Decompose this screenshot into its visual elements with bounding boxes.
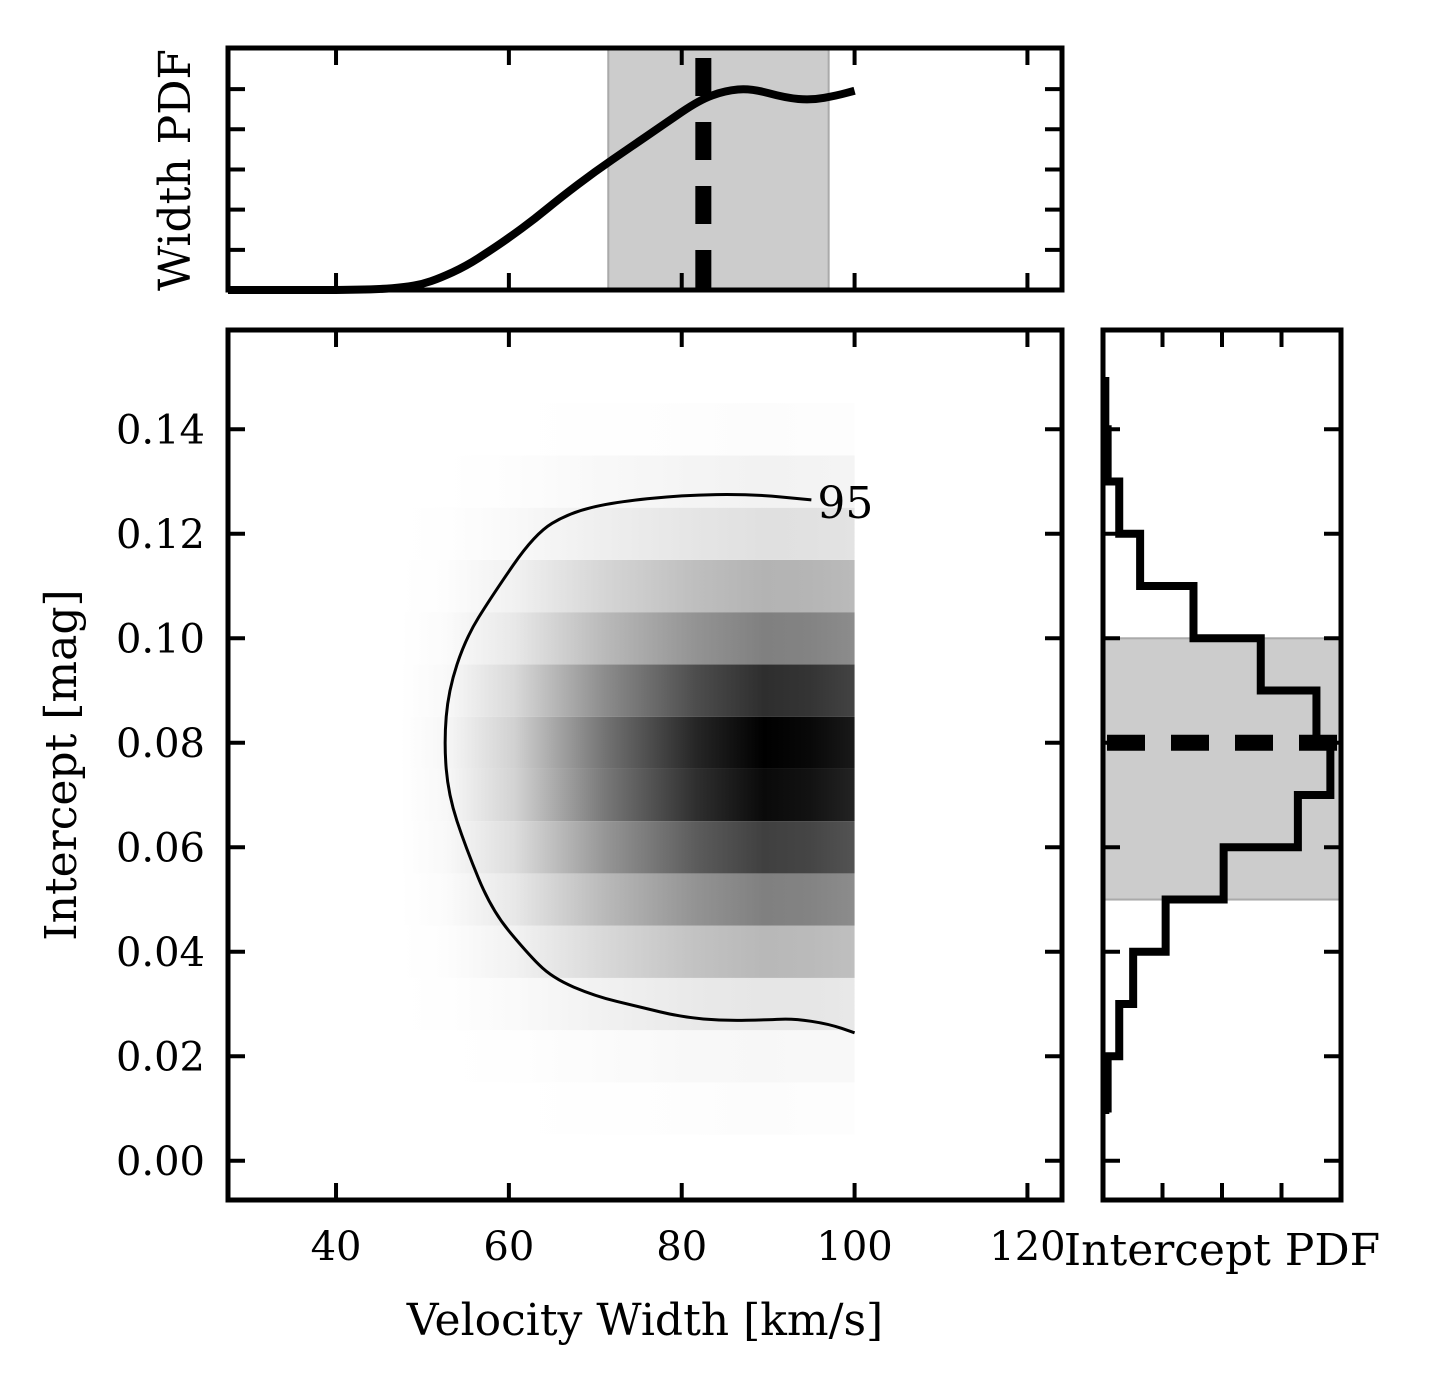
heatmap-row: [400, 1030, 855, 1083]
density-heatmap: [400, 403, 855, 1187]
contour-95-line: [443, 493, 856, 1035]
width-pdf-label: Width PDF: [150, 49, 201, 291]
x-tick-label: 120: [989, 1224, 1065, 1270]
right-ticks: [1103, 330, 1341, 1200]
y-tick-label: 0.00: [116, 1139, 205, 1185]
heatmap-row: [400, 455, 855, 508]
y-tick-label: 0.04: [116, 930, 205, 976]
right-panel: Intercept PDF: [1064, 327, 1380, 1276]
x-tick-label: 40: [311, 1224, 362, 1270]
main-ticks: [228, 330, 1062, 1200]
y-tick-label: 0.06: [116, 825, 205, 871]
y-axis-label: Intercept [mag]: [36, 589, 87, 940]
main-panel: 95 40 60 80 100 120 0.00 0.02 0.04 0.06 0.08 0.10…: [36, 327, 1066, 1346]
heatmap-row: [400, 1134, 855, 1187]
top-ticks: [228, 48, 1062, 290]
heatmap-row: [400, 1082, 855, 1135]
y-tick-labels: 0.00 0.02 0.04 0.06 0.08 0.10 0.12 0.14: [116, 407, 205, 1185]
heatmap-row: [400, 664, 855, 717]
heatmap-row: [400, 507, 855, 560]
x-axis-label: Velocity Width [km/s]: [406, 1295, 883, 1346]
width-credible-interval: [607, 47, 830, 291]
heatmap-row: [400, 925, 855, 978]
y-tick-label: 0.14: [116, 407, 205, 453]
heatmap-row: [400, 403, 855, 456]
y-tick-label: 0.08: [116, 721, 205, 767]
y-tick-label: 0.02: [116, 1034, 205, 1080]
y-tick-label: 0.12: [116, 512, 205, 558]
heatmap-row: [400, 768, 855, 822]
y-tick-label: 0.10: [116, 616, 205, 662]
intercept-pdf-label: Intercept PDF: [1064, 1225, 1380, 1276]
heatmap-row: [400, 873, 855, 926]
x-tick-label: 60: [483, 1224, 534, 1270]
x-tick-label: 80: [656, 1224, 707, 1270]
x-tick-label: 100: [816, 1224, 892, 1270]
contour-label: 95: [817, 478, 873, 529]
width-pdf-curve: [228, 85, 856, 294]
main-frame: [225, 327, 1065, 1203]
heatmap-row: [400, 559, 855, 613]
heatmap-row: [400, 821, 855, 874]
top-panel: Width PDF: [150, 45, 1065, 294]
heatmap-row: [400, 716, 855, 769]
x-tick-labels: 40 60 80 100 120: [311, 1224, 1066, 1270]
